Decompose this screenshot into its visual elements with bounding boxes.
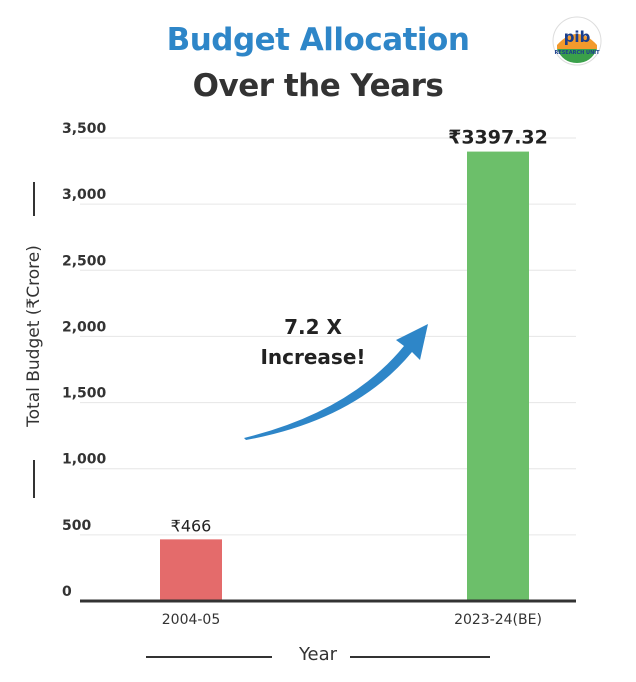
increase-annotation: 7.2 X Increase!: [248, 312, 378, 372]
x-tick-label: 2004-05: [162, 612, 221, 628]
y-tick-label: 2,500: [62, 253, 107, 269]
x-axis-label-rule-left: [146, 656, 272, 658]
data-labels: ₹466 ₹3397.32: [171, 127, 548, 536]
increase-arrow: [244, 324, 428, 440]
y-tick-label: 3,000: [62, 187, 107, 203]
y-tick-label: 3,500: [62, 121, 107, 137]
svg-text:RESEARCH UNIT: RESEARCH UNIT: [554, 50, 600, 56]
chart-title-line-2: Over the Years: [192, 68, 444, 104]
data-label: ₹466: [171, 516, 212, 535]
y-axis-label-rule-top: [33, 182, 35, 216]
annotation-line-1: 7.2 X: [284, 315, 342, 339]
y-tick-label: 2,000: [62, 319, 107, 335]
y-tick-labels: 0 500 1,000 1,500 2,000 2,500 3,000 3,500: [62, 121, 107, 600]
x-axis-label: Year: [298, 644, 338, 665]
x-tick-labels: 2004-05 2023-24(BE): [162, 612, 542, 628]
bar: [160, 539, 222, 601]
bar: [467, 151, 529, 601]
y-axis-label-rule-bottom: [33, 460, 35, 498]
x-tick-label: 2023-24(BE): [454, 612, 542, 628]
pib-logo: pib RESEARCH UNIT: [552, 16, 602, 66]
y-tick-label: 500: [62, 518, 91, 534]
data-label: ₹3397.32: [448, 127, 548, 149]
annotation-line-2: Increase!: [260, 345, 366, 369]
bars: [160, 151, 529, 601]
x-axis-label-rule-right: [350, 656, 490, 658]
svg-text:pib: pib: [564, 28, 591, 46]
chart-title-line-1: Budget Allocation: [166, 22, 470, 58]
y-tick-label: 0: [62, 584, 72, 600]
y-tick-label: 1,000: [62, 452, 107, 468]
y-tick-label: 1,500: [62, 386, 107, 402]
y-axis-label: Total Budget (₹Crore): [24, 245, 44, 427]
